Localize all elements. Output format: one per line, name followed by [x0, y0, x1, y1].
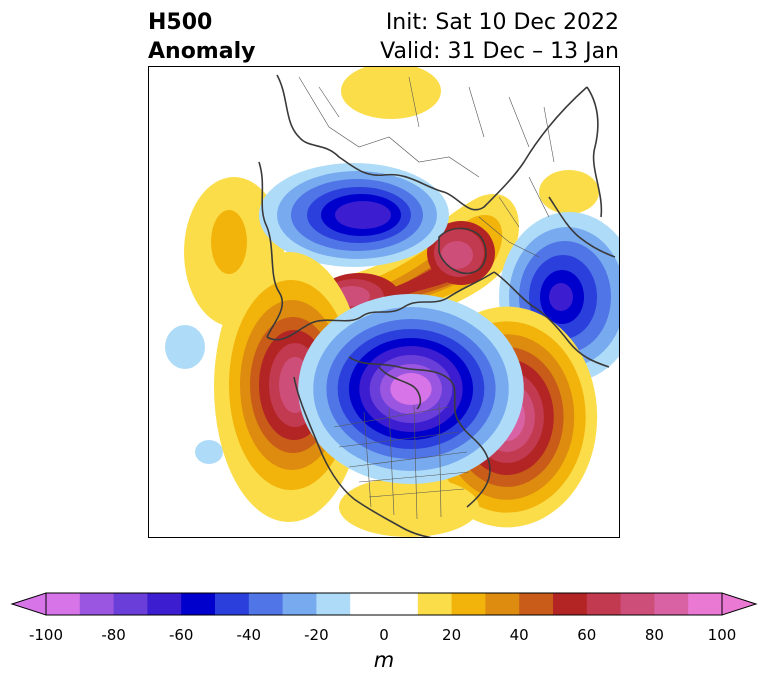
init-date: Init: Sat 10 Dec 2022: [385, 10, 619, 35]
coastlines: [258, 74, 616, 537]
anomaly-map: [148, 66, 620, 538]
positive-anomaly-east-corner: [539, 170, 599, 214]
colorbar-extend-left: [10, 592, 47, 616]
colorbar-tick-label: -20: [304, 626, 329, 644]
colorbar-tick-label: 20: [442, 626, 462, 644]
colorbar-tick-label: 80: [644, 626, 664, 644]
colorbar-segment: [553, 593, 588, 615]
colorbar-segment: [519, 593, 554, 615]
colorbar-segment: [147, 593, 182, 615]
colorbar-segment: [248, 593, 284, 615]
colorbar-segment: [586, 593, 622, 615]
chart-title: H500 Anomaly: [148, 8, 255, 66]
forecast-dates: Init: Sat 10 Dec 2022 Valid: 31 Dec – 13…: [380, 8, 619, 66]
colorbar-segment: [485, 593, 520, 615]
colorbar-segment: [181, 593, 216, 615]
negative-anomaly-arctic-siberia: [259, 163, 449, 267]
colorbar-tick-label: 60: [577, 626, 597, 644]
colorbar-segment: [350, 593, 385, 615]
colorbar-unit: m: [373, 648, 395, 672]
valid-dates: Valid: 31 Dec – 13 Jan: [380, 39, 619, 64]
state-borders: [298, 76, 555, 520]
colorbar-segment: [688, 593, 723, 615]
colorbar-tick-label: -40: [236, 626, 262, 644]
positive-anomaly-asia-top: [341, 67, 441, 119]
colorbar-segment: [654, 593, 689, 615]
colorbar-segment: [46, 593, 81, 615]
colorbar: [10, 592, 758, 616]
colorbar-tick-label: 40: [509, 626, 529, 644]
colorbar-segment: [451, 593, 486, 615]
colorbar-segment: [417, 593, 453, 615]
colorbar-segment: [316, 593, 351, 615]
colorbar-extend-right: [721, 592, 758, 616]
colorbar-segment: [215, 593, 250, 615]
colorbar-tick-label: 100: [707, 626, 737, 644]
negative-anomaly-bering: [165, 325, 223, 464]
colorbar-segment: [282, 593, 317, 615]
title-line-2: Anomaly: [148, 39, 256, 64]
colorbar-segment: [113, 593, 148, 615]
title-line-1: H500: [148, 10, 213, 35]
colorbar-tick-label: -100: [28, 626, 64, 644]
colorbar-segment: [79, 593, 115, 615]
colorbar-tick-label: -60: [168, 626, 194, 644]
positive-anomaly-sw-tail: [339, 477, 479, 537]
colorbar-segment: [384, 593, 419, 615]
colorbar-segments: [46, 593, 723, 615]
colorbar-tick-label: 0: [379, 626, 389, 644]
negative-anomaly-north-america: [298, 294, 524, 484]
colorbar-segment: [620, 593, 655, 615]
colorbar-tick-label: -80: [101, 626, 126, 644]
